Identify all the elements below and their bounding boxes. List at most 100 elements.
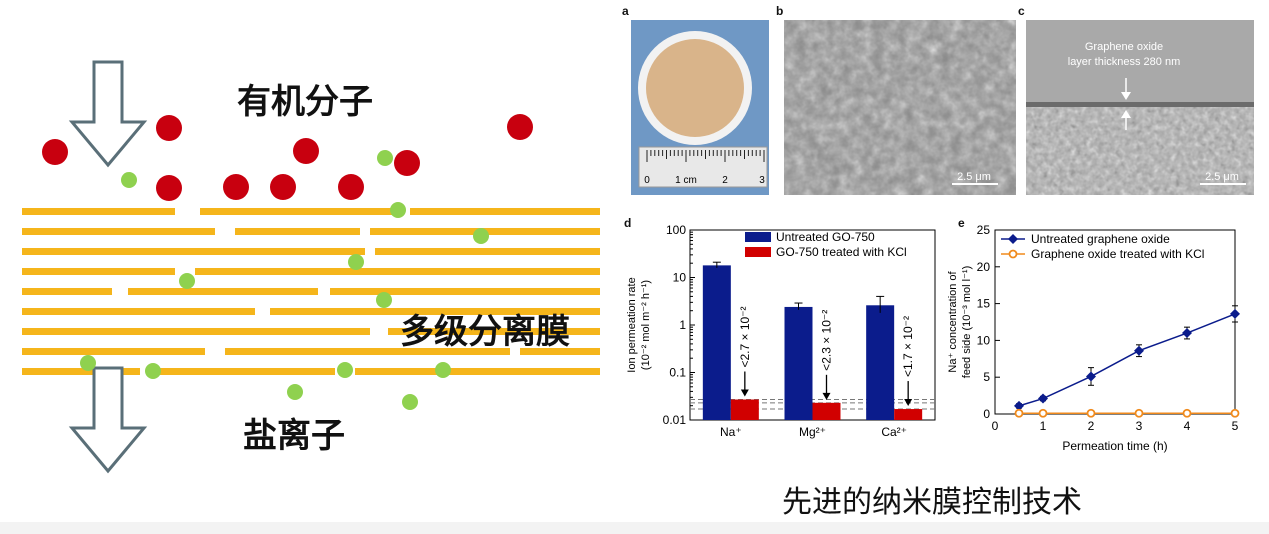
- membrane-sheet: [200, 208, 400, 215]
- chart-e-xtick: 0: [992, 419, 999, 433]
- membrane-sheet: [375, 248, 600, 255]
- chart-d-bar-untreated: [702, 265, 731, 420]
- membrane-sheet: [22, 368, 140, 375]
- membrane-sheet: [388, 328, 600, 335]
- ruler-ticks: [646, 150, 765, 162]
- chart-e-point-treated: [1230, 408, 1240, 418]
- organic-molecule: [293, 138, 319, 164]
- chart-d-ytick: 10: [673, 271, 687, 285]
- ruler-tick-3: 3: [759, 175, 765, 186]
- chart-e-ylabel: Na⁺ concentration of: [947, 270, 959, 372]
- chart-e-point-treated: [1038, 408, 1048, 418]
- chart-e-xtick: 5: [1232, 419, 1239, 433]
- caption: 先进的纳米膜控制技术: [782, 485, 1082, 520]
- flow-arrow-icon: [68, 60, 148, 168]
- membrane-sheet: [22, 308, 255, 315]
- chart-d-bar-untreated: [866, 305, 895, 420]
- salt-ion: [80, 355, 96, 371]
- ruler-tick-0: 0: [644, 175, 650, 186]
- organic-molecule: [223, 174, 249, 200]
- membrane-sheet: [22, 348, 205, 355]
- panel-label-e: e: [958, 216, 965, 230]
- organic-molecule: [507, 114, 533, 140]
- membrane-sheet: [410, 208, 600, 215]
- organic-molecule: [338, 174, 364, 200]
- chart-d-ylabel: Ion permeation rate: [626, 277, 638, 372]
- panel-c-sem: Graphene oxide layer thickness 280 nm 2.…: [1026, 20, 1254, 195]
- membrane-sheet: [355, 368, 600, 375]
- salt-ion: [348, 254, 364, 270]
- panel-b-scale-text: 2.5 μm: [957, 171, 991, 183]
- salt-ion: [402, 394, 418, 410]
- organic-molecule: [270, 174, 296, 200]
- chart-d-bar-treated: [894, 409, 923, 420]
- organic-molecule: [156, 175, 182, 201]
- chart-d-annotation: <2.3 × 10⁻²: [820, 310, 834, 371]
- chart-e-xtick: 4: [1184, 419, 1191, 433]
- membrane-layers: [22, 208, 600, 375]
- chart-e-point-treated: [1086, 408, 1096, 418]
- chart-e-point-treated: [1134, 408, 1144, 418]
- membrane-sheet: [155, 368, 335, 375]
- chart-d-category: Na⁺: [720, 425, 742, 439]
- panel-label-d: d: [624, 216, 632, 230]
- panel-label-b: b: [776, 4, 784, 18]
- chart-d-category: Mg²⁺: [799, 425, 826, 439]
- chart-e-legend-marker: [1008, 234, 1018, 244]
- membrane-sheet: [22, 288, 112, 295]
- ruler-tick-1: 1 cm: [675, 175, 697, 186]
- chart-d-ytick: 0.1: [669, 366, 686, 380]
- salt-ion: [376, 292, 392, 308]
- flow-arrows: [68, 60, 148, 474]
- salt-ion: [179, 273, 195, 289]
- chart-e-ytick: 0: [983, 407, 990, 421]
- chart-e-point-untreated: [1230, 308, 1240, 319]
- membrane-sheet: [270, 308, 600, 315]
- label-membrane: 多级分离膜: [400, 312, 570, 352]
- organic-molecule: [394, 150, 420, 176]
- flow-arrow-icon: [68, 366, 148, 474]
- ruler-tick-2: 2: [722, 175, 728, 186]
- panel-label-c: c: [1018, 4, 1025, 18]
- chart-d-legend-label: GO-750 treated with KCl: [776, 245, 907, 259]
- chart-e-point-untreated: [1086, 371, 1096, 382]
- chart-e-point-untreated: [1134, 345, 1144, 356]
- organic-molecule: [42, 139, 68, 165]
- membrane-sheet: [128, 288, 318, 295]
- chart-e-point-treated: [1014, 408, 1024, 418]
- membrane-sheet: [195, 268, 600, 275]
- membrane-sheet: [22, 208, 175, 215]
- panel-c-annotation-2: layer thickness 280 nm: [1068, 56, 1181, 68]
- salt-ion: [435, 362, 451, 378]
- salt-ion: [287, 384, 303, 400]
- chart-e-xtick: 1: [1040, 419, 1047, 433]
- chart-d-ylabel-units: (10⁻² mol m⁻² h⁻¹): [640, 280, 652, 370]
- salt-ion: [473, 228, 489, 244]
- footer-strip: [0, 522, 1269, 534]
- chart-d-ytick: 100: [666, 223, 686, 237]
- chart-d-bar-untreated: [784, 306, 813, 420]
- salt-ion: [390, 202, 406, 218]
- chart-d-annotation: <1.7 × 10⁻²: [901, 316, 915, 377]
- chart-e-ytick: 25: [977, 223, 991, 237]
- chart-e-legend-label: Graphene oxide treated with KCl: [1031, 247, 1204, 261]
- membrane-sheet: [22, 328, 370, 335]
- chart-e-ytick: 15: [977, 297, 991, 311]
- chart-d-bar-treated: [730, 399, 759, 420]
- membrane-diagram: [22, 60, 600, 474]
- chart-e-ylabel-units: feed side (10⁻³ mol l⁻¹): [961, 266, 973, 378]
- chart-e-ytick: 5: [983, 370, 990, 384]
- chart-e-point-untreated: [1014, 400, 1024, 411]
- chart-e-point-treated: [1182, 408, 1192, 418]
- panel-c-annotation-1: Graphene oxide: [1085, 41, 1163, 53]
- label-salt-ions: 盐离子: [243, 416, 345, 456]
- chart-e-xtick: 3: [1136, 419, 1143, 433]
- membrane-sheet: [22, 268, 175, 275]
- organic-molecule: [156, 115, 182, 141]
- chart-e-series-line: [1018, 313, 1236, 407]
- chart-d-ytick: 0.01: [663, 413, 687, 427]
- chart-e-ytick: 20: [977, 260, 991, 274]
- salt-ion: [145, 363, 161, 379]
- chart-e-xtick: 2: [1088, 419, 1095, 433]
- membrane-sheet: [520, 348, 600, 355]
